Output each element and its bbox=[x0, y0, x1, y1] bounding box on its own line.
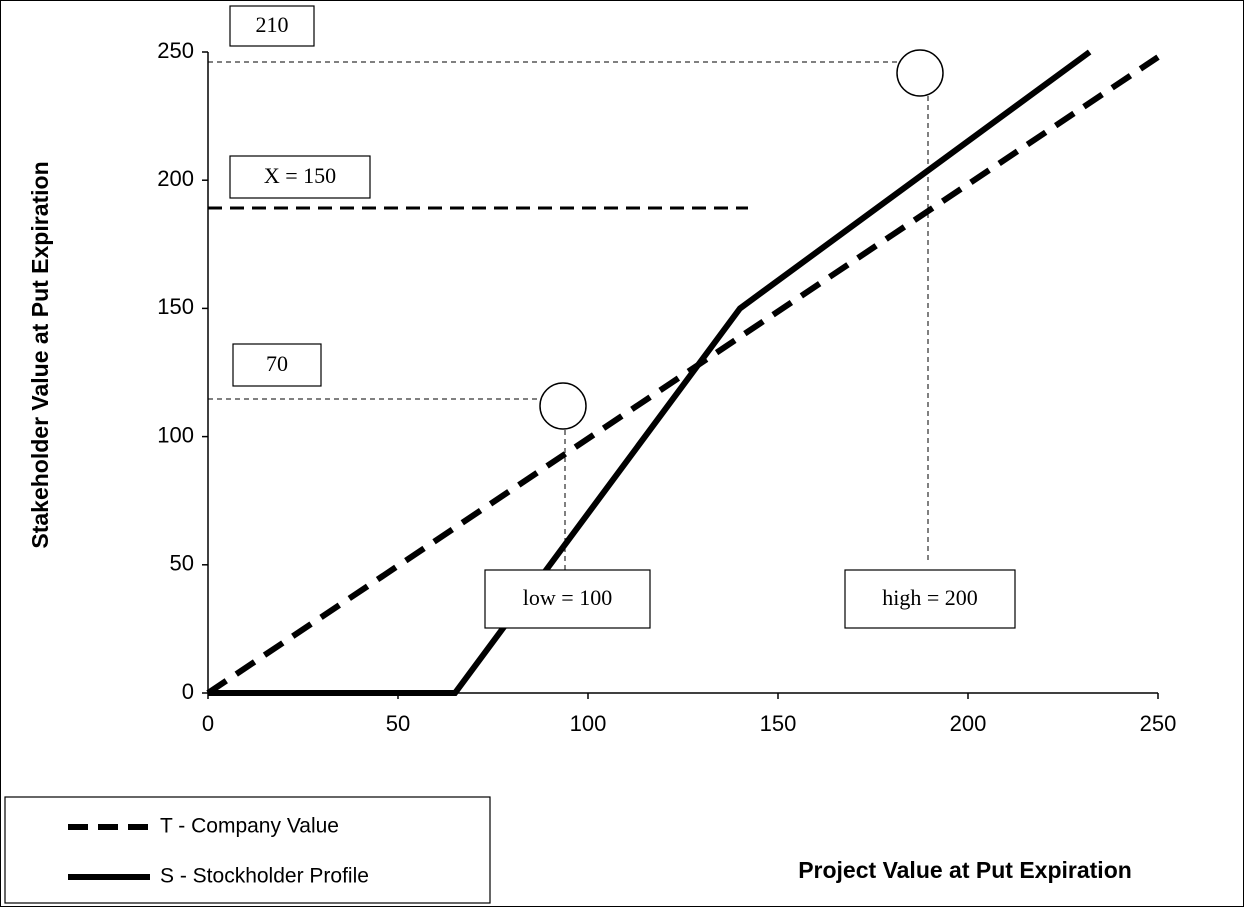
series-line bbox=[208, 49, 1092, 696]
annotation-label: 210 bbox=[256, 12, 289, 37]
x-tick-label: 50 bbox=[386, 711, 410, 736]
y-tick-label: 100 bbox=[157, 422, 194, 447]
y-tick-label: 150 bbox=[157, 294, 194, 319]
annotation-box bbox=[229, 155, 371, 199]
x-tick-label: 0 bbox=[202, 711, 214, 736]
annotation-box bbox=[229, 5, 315, 47]
annotation-box bbox=[232, 343, 322, 387]
y-tick-label: 250 bbox=[157, 38, 194, 63]
series-line bbox=[206, 54, 1160, 696]
legend-label: T - Company Value bbox=[160, 815, 339, 838]
legend-label: S - Stockholder Profile bbox=[160, 865, 369, 888]
annotation-box bbox=[844, 569, 1016, 629]
x-tick-label: 200 bbox=[950, 711, 987, 736]
marker-circle bbox=[539, 382, 587, 430]
y-axis-title: Stakeholder Value at Put Expiration bbox=[27, 161, 53, 548]
annotation-label: high = 200 bbox=[882, 585, 978, 610]
annotation-label: 70 bbox=[266, 351, 288, 376]
y-tick-label: 0 bbox=[182, 679, 194, 704]
x-tick-label: 250 bbox=[1140, 711, 1177, 736]
y-tick-label: 200 bbox=[157, 166, 194, 191]
annotation-box bbox=[484, 569, 651, 629]
x-axis-title: Project Value at Put Expiration bbox=[798, 857, 1132, 883]
x-tick-label: 150 bbox=[760, 711, 797, 736]
y-tick-label: 50 bbox=[170, 551, 194, 576]
marker-circle bbox=[896, 49, 944, 97]
x-tick-label: 100 bbox=[570, 711, 607, 736]
annotation-label: low = 100 bbox=[523, 585, 612, 610]
annotation-label: X = 150 bbox=[264, 163, 336, 188]
legend-box bbox=[4, 796, 491, 904]
